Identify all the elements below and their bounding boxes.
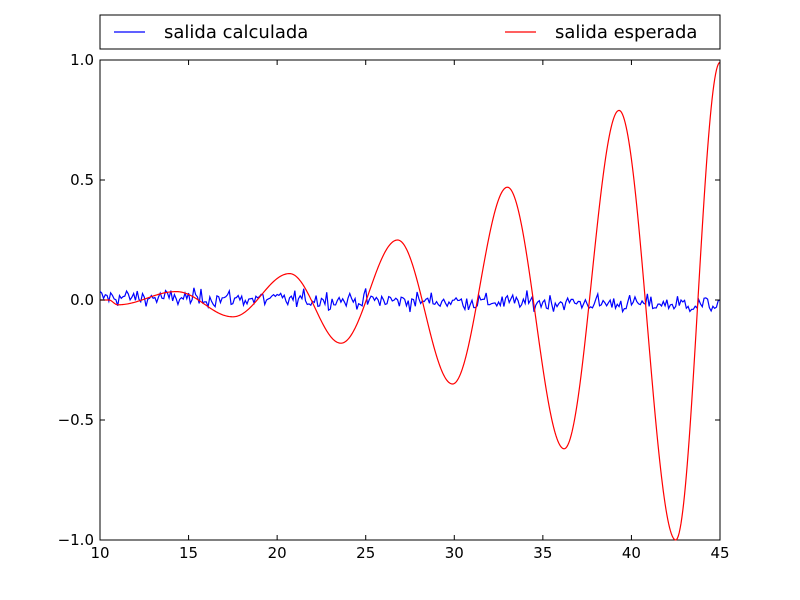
x-tick-label: 45	[710, 544, 729, 562]
y-tick-label: −1.0	[58, 531, 94, 549]
axis-ticks: 10 15 20 25 30 35 40 45 1.0 0.5 0.0 −0.5 −1.0	[58, 51, 730, 562]
x-tick-label: 15	[179, 544, 198, 562]
legend: salida calculada salida esperada	[99, 14, 721, 50]
series-line-salida-esperada	[100, 61, 720, 541]
x-tick-label: 35	[533, 544, 552, 562]
y-tick-label: 0.0	[70, 291, 94, 309]
x-tick-label: 40	[622, 544, 641, 562]
legend-label-salida-calculada: salida calculada	[164, 22, 308, 43]
legend-label-salida-esperada: salida esperada	[555, 22, 697, 43]
y-tick-label: −0.5	[58, 411, 94, 429]
series-group	[100, 61, 720, 541]
x-tick-label: 30	[445, 544, 464, 562]
plot-area	[99, 59, 721, 541]
x-tick-label: 20	[268, 544, 287, 562]
y-tick-label: 0.5	[70, 171, 94, 189]
plot-frame	[99, 59, 721, 541]
legend-box	[99, 14, 721, 50]
x-tick-label: 25	[356, 544, 375, 562]
y-tick-label: 1.0	[70, 51, 94, 69]
x-tick-label: 10	[90, 544, 109, 562]
series-line-salida-calculada	[100, 287, 720, 314]
